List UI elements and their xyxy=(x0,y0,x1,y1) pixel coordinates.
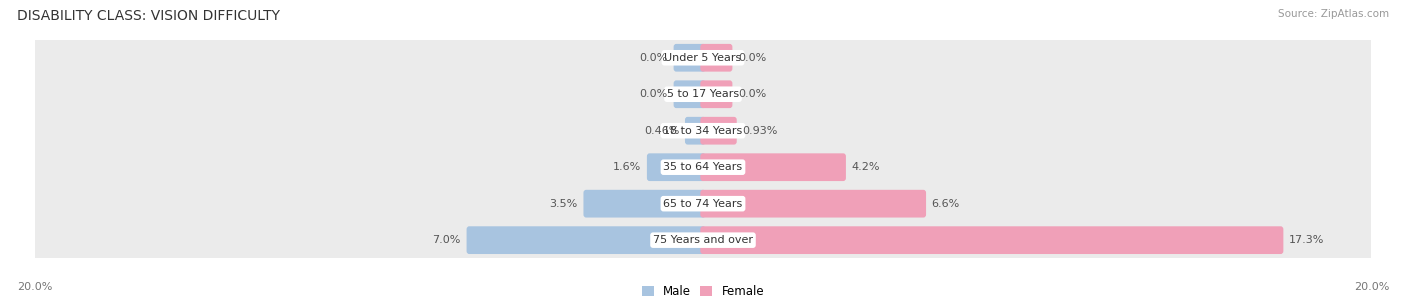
Text: 0.0%: 0.0% xyxy=(640,89,668,99)
FancyBboxPatch shape xyxy=(673,80,706,108)
FancyBboxPatch shape xyxy=(700,117,737,145)
Text: 0.93%: 0.93% xyxy=(742,126,778,136)
FancyBboxPatch shape xyxy=(647,153,706,181)
Text: 7.0%: 7.0% xyxy=(433,235,461,245)
FancyBboxPatch shape xyxy=(30,109,1376,153)
FancyBboxPatch shape xyxy=(673,44,706,72)
Text: Under 5 Years: Under 5 Years xyxy=(665,53,741,63)
Text: 65 to 74 Years: 65 to 74 Years xyxy=(664,199,742,209)
Text: 35 to 64 Years: 35 to 64 Years xyxy=(664,162,742,172)
FancyBboxPatch shape xyxy=(700,226,1284,254)
FancyBboxPatch shape xyxy=(30,36,1376,80)
Text: 20.0%: 20.0% xyxy=(17,282,52,292)
Text: 0.46%: 0.46% xyxy=(644,126,679,136)
FancyBboxPatch shape xyxy=(467,226,706,254)
Text: 0.0%: 0.0% xyxy=(738,89,766,99)
FancyBboxPatch shape xyxy=(30,218,1376,262)
Text: 5 to 17 Years: 5 to 17 Years xyxy=(666,89,740,99)
FancyBboxPatch shape xyxy=(30,72,1376,116)
Text: 4.2%: 4.2% xyxy=(852,162,880,172)
FancyBboxPatch shape xyxy=(700,190,927,218)
Text: 6.6%: 6.6% xyxy=(932,199,960,209)
Text: 17.3%: 17.3% xyxy=(1289,235,1324,245)
FancyBboxPatch shape xyxy=(583,190,706,218)
Text: 1.6%: 1.6% xyxy=(613,162,641,172)
Legend: Male, Female: Male, Female xyxy=(641,285,765,298)
Text: 0.0%: 0.0% xyxy=(738,53,766,63)
Text: 18 to 34 Years: 18 to 34 Years xyxy=(664,126,742,136)
Text: 0.0%: 0.0% xyxy=(640,53,668,63)
FancyBboxPatch shape xyxy=(700,80,733,108)
FancyBboxPatch shape xyxy=(30,145,1376,189)
FancyBboxPatch shape xyxy=(700,44,733,72)
FancyBboxPatch shape xyxy=(685,117,706,145)
Text: Source: ZipAtlas.com: Source: ZipAtlas.com xyxy=(1278,9,1389,19)
FancyBboxPatch shape xyxy=(700,153,846,181)
Text: DISABILITY CLASS: VISION DIFFICULTY: DISABILITY CLASS: VISION DIFFICULTY xyxy=(17,9,280,23)
FancyBboxPatch shape xyxy=(30,182,1376,226)
Text: 20.0%: 20.0% xyxy=(1354,282,1389,292)
Text: 75 Years and over: 75 Years and over xyxy=(652,235,754,245)
Text: 3.5%: 3.5% xyxy=(550,199,578,209)
